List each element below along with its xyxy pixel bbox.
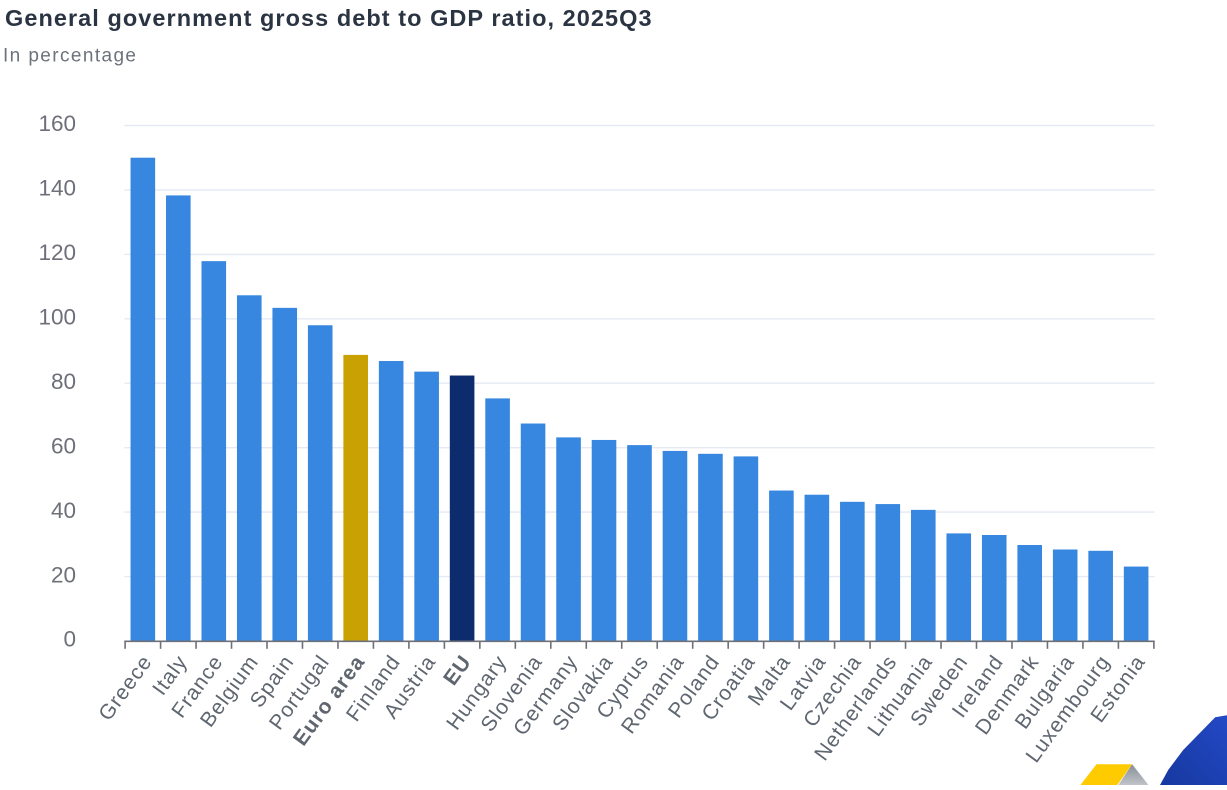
svg-text:80: 80 bbox=[51, 369, 76, 394]
svg-text:140: 140 bbox=[38, 176, 76, 201]
svg-text:160: 160 bbox=[38, 111, 76, 136]
svg-text:In percentage: In percentage bbox=[3, 46, 137, 67]
svg-text:General government gross debt: General government gross debt to GDP rat… bbox=[5, 5, 653, 31]
svg-text:100: 100 bbox=[38, 305, 76, 330]
svg-text:40: 40 bbox=[51, 498, 76, 523]
svg-text:0: 0 bbox=[63, 627, 76, 652]
svg-text:60: 60 bbox=[51, 433, 76, 458]
svg-text:120: 120 bbox=[38, 240, 76, 265]
svg-text:20: 20 bbox=[51, 562, 76, 587]
